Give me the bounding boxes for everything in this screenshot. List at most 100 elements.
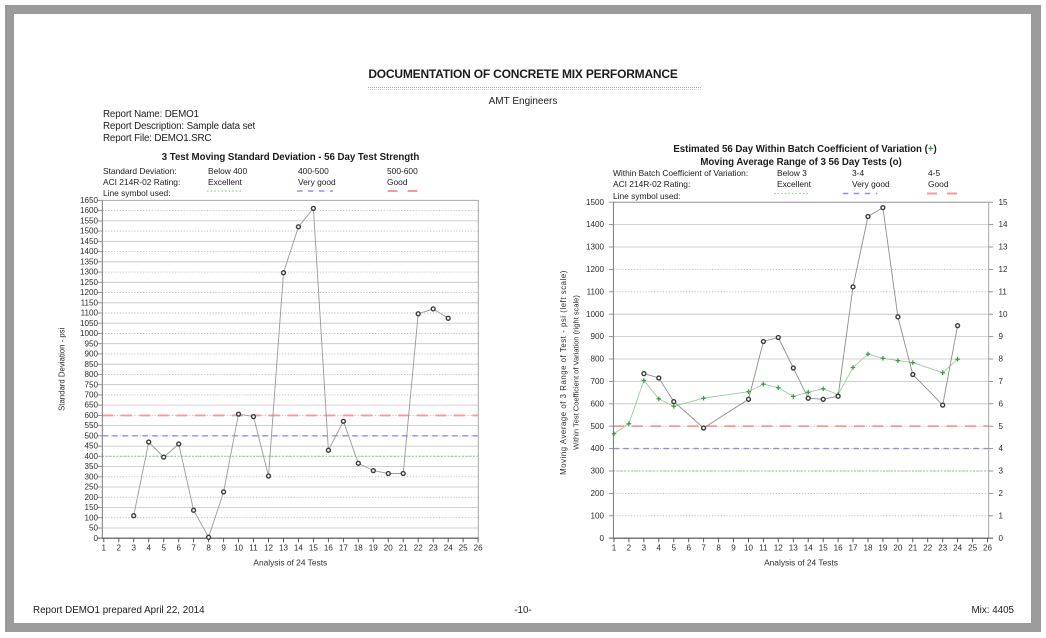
svg-text:11: 11 [999,287,1008,296]
svg-text:1350: 1350 [80,257,99,266]
svg-text:6: 6 [999,399,1004,408]
svg-text:13: 13 [279,544,289,553]
svg-text:850: 850 [84,360,98,369]
svg-text:Within Test Coefficient of Var: Within Test Coefficient of Variation (ri… [572,295,581,450]
svg-text:6: 6 [686,544,691,553]
svg-text:900: 900 [590,332,604,341]
svg-text:9: 9 [999,332,1004,341]
svg-text:Moving Average of 3 Range of T: Moving Average of 3 Range of Test - psi … [559,270,568,475]
svg-text:14: 14 [294,544,304,553]
svg-text:26: 26 [474,544,484,553]
svg-text:20: 20 [384,544,394,553]
svg-text:Analysis of 24 Tests: Analysis of 24 Tests [764,558,838,568]
svg-text:200: 200 [590,489,604,498]
svg-text:650: 650 [84,401,98,410]
svg-text:13: 13 [789,544,799,553]
svg-text:23: 23 [938,544,948,553]
svg-text:7: 7 [191,544,196,553]
svg-text:350: 350 [84,462,98,471]
svg-text:8: 8 [716,544,721,553]
svg-text:1000: 1000 [586,310,605,319]
svg-text:500: 500 [84,431,98,440]
svg-text:15: 15 [999,198,1009,207]
svg-text:950: 950 [84,339,98,348]
svg-text:300: 300 [84,472,98,481]
svg-text:12: 12 [999,265,1009,274]
svg-text:600: 600 [590,399,604,408]
svg-text:17: 17 [848,544,858,553]
svg-text:3: 3 [642,544,647,553]
svg-text:1500: 1500 [80,227,99,236]
svg-text:7: 7 [701,544,706,553]
svg-text:150: 150 [84,503,98,512]
svg-text:100: 100 [84,513,98,522]
svg-text:16: 16 [324,544,334,553]
svg-text:25: 25 [968,544,978,553]
svg-text:5: 5 [161,544,166,553]
svg-text:21: 21 [399,544,409,553]
svg-text:700: 700 [590,377,604,386]
svg-text:16: 16 [834,544,844,553]
svg-text:3: 3 [999,467,1004,476]
svg-text:400: 400 [590,444,604,453]
svg-text:4: 4 [999,444,1004,453]
svg-text:1650: 1650 [80,196,99,205]
svg-text:3: 3 [131,544,136,553]
svg-text:5: 5 [999,422,1004,431]
svg-text:17: 17 [339,544,349,553]
svg-text:21: 21 [908,544,918,553]
svg-text:1450: 1450 [80,237,99,246]
svg-text:22: 22 [923,544,933,553]
svg-text:9: 9 [221,544,226,553]
svg-text:1400: 1400 [80,247,99,256]
svg-text:600: 600 [84,411,98,420]
svg-text:900: 900 [84,350,98,359]
svg-text:8: 8 [999,355,1004,364]
svg-text:2: 2 [999,489,1004,498]
svg-text:1200: 1200 [80,288,99,297]
svg-text:24: 24 [953,544,963,553]
svg-text:5: 5 [672,544,677,553]
svg-text:1: 1 [999,511,1004,520]
svg-text:12: 12 [774,544,784,553]
svg-text:26: 26 [983,544,993,553]
svg-text:18: 18 [354,544,364,553]
svg-text:1100: 1100 [81,309,99,318]
svg-text:23: 23 [429,544,439,553]
svg-text:10: 10 [234,544,244,553]
svg-text:19: 19 [369,544,379,553]
svg-text:700: 700 [84,391,98,400]
svg-text:1: 1 [102,544,107,553]
svg-text:11: 11 [249,544,258,553]
svg-text:800: 800 [590,355,604,364]
svg-text:1: 1 [612,544,617,553]
svg-text:12: 12 [264,544,274,553]
svg-text:2: 2 [117,544,122,553]
svg-text:6: 6 [176,544,181,553]
svg-text:0: 0 [599,534,604,543]
svg-text:450: 450 [84,442,98,451]
svg-text:250: 250 [84,483,98,492]
svg-text:8: 8 [206,544,211,553]
svg-text:25: 25 [459,544,469,553]
svg-text:1500: 1500 [586,198,605,207]
svg-text:800: 800 [84,370,98,379]
svg-text:1200: 1200 [586,265,605,274]
svg-text:1300: 1300 [80,268,99,277]
svg-text:22: 22 [414,544,424,553]
svg-text:19: 19 [878,544,888,553]
svg-text:15: 15 [309,544,319,553]
svg-text:1100: 1100 [587,287,605,296]
svg-text:1400: 1400 [586,220,605,229]
svg-text:1000: 1000 [80,329,99,338]
svg-text:750: 750 [84,380,98,389]
svg-text:14: 14 [999,220,1009,229]
svg-text:Analysis of 24 Tests: Analysis of 24 Tests [253,558,327,568]
svg-text:11: 11 [759,544,768,553]
svg-text:550: 550 [84,421,98,430]
svg-text:300: 300 [590,467,604,476]
svg-text:9: 9 [731,544,736,553]
svg-text:7: 7 [999,377,1004,386]
svg-text:100: 100 [590,511,604,520]
svg-text:1600: 1600 [80,206,99,215]
